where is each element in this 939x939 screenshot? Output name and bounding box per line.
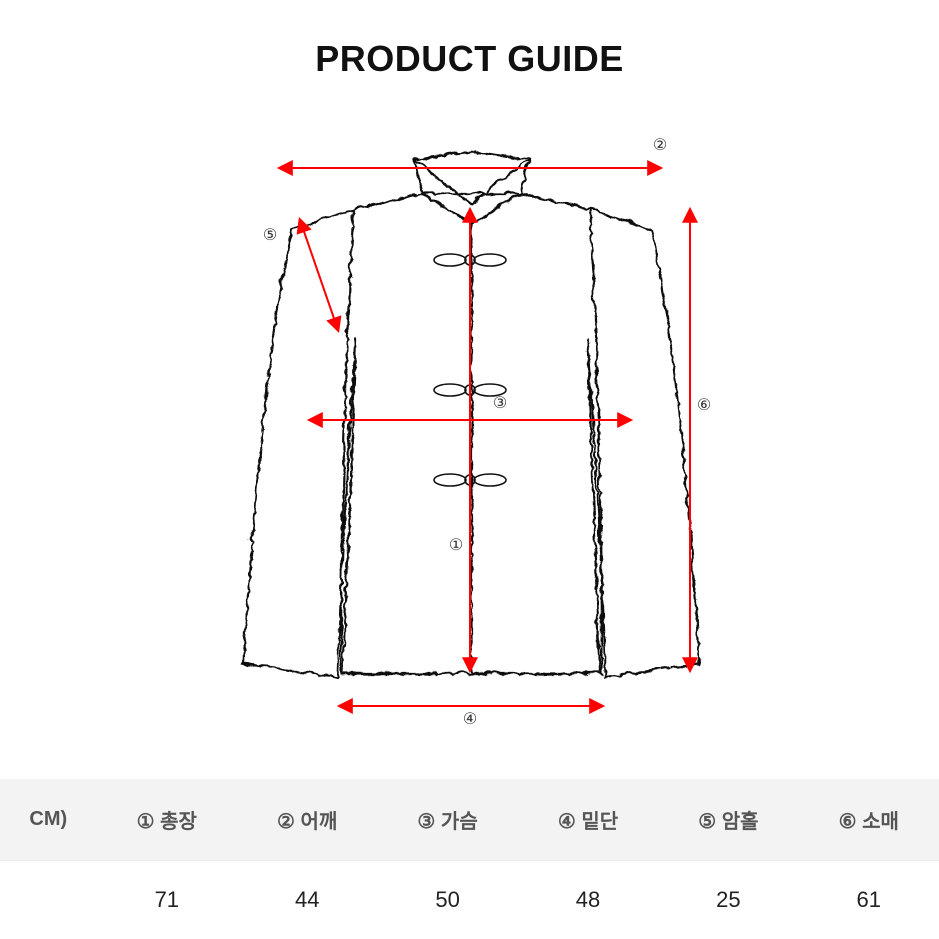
diagram-container: ② ③ ④ ① ⑥ ⑤ — [0, 110, 939, 740]
val-3: 50 — [377, 861, 517, 939]
size-col-unit: CM) — [0, 779, 97, 861]
arrow-label-chest: ③ — [492, 395, 506, 412]
page-title: PRODUCT GUIDE — [0, 38, 939, 80]
size-col-1: ① 총장 — [97, 779, 237, 861]
arrow-label-hem: ④ — [462, 711, 476, 728]
arrow-armhole — [300, 220, 338, 330]
size-col-2: ② 어깨 — [237, 779, 377, 861]
garment-diagram: ② ③ ④ ① ⑥ ⑤ — [170, 110, 770, 740]
garment-svg: ② ③ ④ ① ⑥ ⑤ — [170, 110, 770, 740]
size-table-body: 71 44 50 48 25 61 — [0, 861, 939, 939]
val-5: 25 — [658, 861, 798, 939]
size-col-3: ③ 가슴 — [377, 779, 517, 861]
arrow-label-shoulder: ② — [652, 137, 666, 154]
row-label — [0, 861, 97, 939]
size-col-5: ⑤ 암홀 — [658, 779, 798, 861]
size-col-6: ⑥ 소매 — [799, 779, 939, 861]
table-row: 71 44 50 48 25 61 — [0, 861, 939, 939]
arrow-label-length: ① — [448, 537, 462, 554]
val-4: 48 — [518, 861, 658, 939]
val-2: 44 — [237, 861, 377, 939]
val-6: 61 — [799, 861, 939, 939]
size-table: CM) ① 총장 ② 어깨 ③ 가슴 ④ 밑단 ⑤ 암홀 ⑥ 소매 71 44 … — [0, 779, 939, 939]
arrow-label-armhole: ⑤ — [262, 227, 276, 244]
size-col-4: ④ 밑단 — [518, 779, 658, 861]
val-1: 71 — [97, 861, 237, 939]
arrow-label-sleeve: ⑥ — [696, 397, 710, 414]
size-table-header: CM) ① 총장 ② 어깨 ③ 가슴 ④ 밑단 ⑤ 암홀 ⑥ 소매 — [0, 779, 939, 861]
